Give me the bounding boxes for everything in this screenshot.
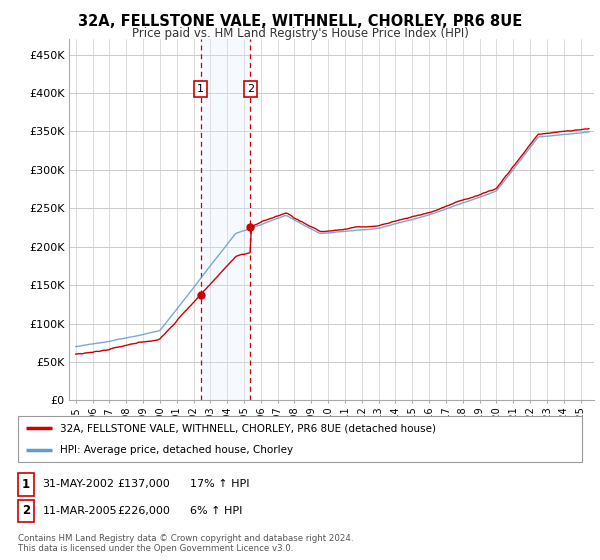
Text: £137,000: £137,000 (118, 479, 170, 489)
Text: 1: 1 (22, 478, 30, 491)
Text: 11-MAR-2005: 11-MAR-2005 (43, 506, 117, 516)
Text: 17% ↑ HPI: 17% ↑ HPI (190, 479, 249, 489)
Text: £226,000: £226,000 (118, 506, 170, 516)
Text: 6% ↑ HPI: 6% ↑ HPI (190, 506, 242, 516)
Text: 2: 2 (247, 84, 254, 94)
Text: 1: 1 (197, 84, 204, 94)
Text: HPI: Average price, detached house, Chorley: HPI: Average price, detached house, Chor… (60, 445, 293, 455)
Text: Contains HM Land Registry data © Crown copyright and database right 2024.
This d: Contains HM Land Registry data © Crown c… (18, 534, 353, 553)
Bar (200, 39, 250, 400)
Text: 31-MAY-2002: 31-MAY-2002 (43, 479, 115, 489)
Text: 2: 2 (22, 504, 30, 517)
Text: 32A, FELLSTONE VALE, WITHNELL, CHORLEY, PR6 8UE (detached house): 32A, FELLSTONE VALE, WITHNELL, CHORLEY, … (60, 423, 436, 433)
Text: 32A, FELLSTONE VALE, WITHNELL, CHORLEY, PR6 8UE: 32A, FELLSTONE VALE, WITHNELL, CHORLEY, … (78, 14, 522, 29)
Text: Price paid vs. HM Land Registry's House Price Index (HPI): Price paid vs. HM Land Registry's House … (131, 27, 469, 40)
